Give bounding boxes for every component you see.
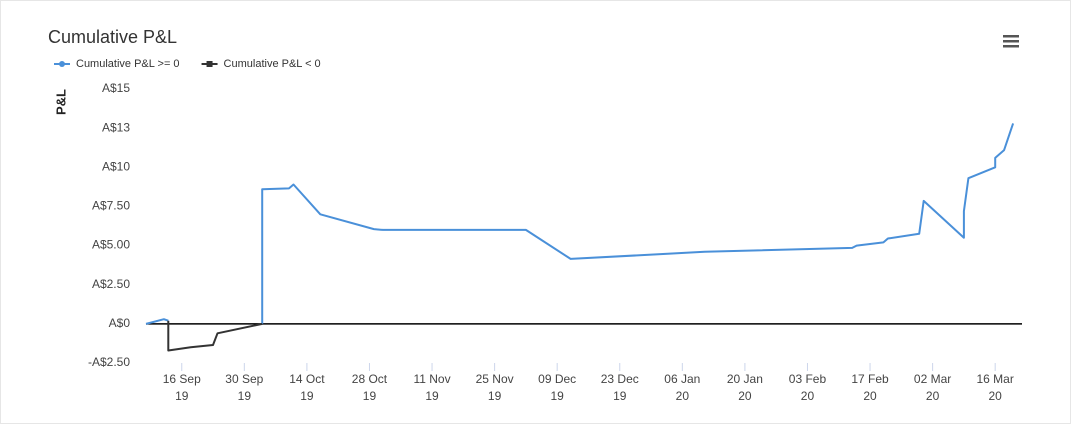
x-tick-label: 23 Dec 19	[601, 372, 639, 403]
legend-label: Cumulative P&L < 0	[224, 58, 321, 70]
x-tick-label-line: 11 Nov	[413, 372, 450, 386]
x-tick-label-line: 19	[300, 389, 314, 403]
x-tick-label: 03 Feb 20	[789, 372, 827, 403]
y-tick-label: A$7.50	[92, 199, 130, 213]
x-tick-label-line: 23 Dec	[601, 372, 639, 386]
x-tick-label: 17 Feb 20	[851, 372, 889, 403]
x-tick-label-line: 16 Mar	[977, 372, 1014, 386]
x-tick-label: 20 Jan 20	[727, 372, 763, 403]
legend-label: Cumulative P&L >= 0	[76, 58, 180, 70]
x-tick-label: 02 Mar 20	[914, 372, 951, 403]
x-tick-label-line: 20	[863, 389, 877, 403]
series-line	[167, 320, 263, 352]
x-tick-label: 14 Oct 19	[289, 372, 325, 403]
x-tick-label-line: 19	[613, 389, 627, 403]
x-tick-label-line: 25 Nov	[476, 372, 514, 386]
y-tick-label: A$10	[102, 159, 130, 173]
x-tick-label-line: 19	[488, 389, 502, 403]
y-tick-label: A$2.50	[92, 277, 130, 291]
x-tick-label-line: 20 Jan	[727, 372, 763, 386]
x-tick-label-line: 19	[425, 389, 439, 403]
x-tick-label: 28 Oct 19	[352, 372, 388, 403]
x-tick-label-line: 19	[238, 389, 252, 403]
x-tick-label-line: 19	[551, 389, 565, 403]
series-line	[145, 123, 1015, 325]
x-tick-label-line: 17 Feb	[851, 372, 889, 386]
x-tick-label: 06 Jan 20	[664, 372, 700, 403]
y-tick-label: -A$2.50	[88, 355, 130, 369]
x-tick-label: 16 Mar 20	[977, 372, 1014, 403]
menu-bar	[1003, 40, 1019, 43]
x-tick-label-line: 19	[175, 389, 189, 403]
x-tick-label-line: 28 Oct	[352, 372, 388, 386]
chart-title: Cumulative P&L	[48, 27, 177, 47]
menu-icon[interactable]	[1003, 35, 1019, 48]
x-tick-label-line: 14 Oct	[289, 372, 325, 386]
x-tick-label-line: 03 Feb	[789, 372, 827, 386]
x-tick-label-line: 20	[801, 389, 815, 403]
x-tick-label: 30 Sep 19	[225, 372, 263, 403]
x-tick-label: 11 Nov 19	[413, 372, 450, 403]
menu-bar	[1003, 45, 1019, 48]
legend-marker	[59, 61, 65, 67]
y-tick-label: A$0	[109, 316, 131, 330]
x-tick-label-line: 30 Sep	[225, 372, 263, 386]
legend-marker	[206, 61, 213, 67]
menu-bar	[1003, 35, 1019, 38]
x-tick-label-line: 20	[989, 389, 1003, 403]
x-tick-label: 16 Sep 19	[163, 372, 201, 403]
x-tick-label-line: 16 Sep	[163, 372, 201, 386]
x-tick-label-line: 06 Jan	[664, 372, 700, 386]
x-tick-label-line: 19	[363, 389, 377, 403]
x-tick-label-line: 20	[738, 389, 752, 403]
y-tick-label: A$5.00	[92, 238, 130, 252]
x-tick-label-line: 02 Mar	[914, 372, 951, 386]
x-tick-label-line: 09 Dec	[538, 372, 576, 386]
x-tick-label-line: 20	[926, 389, 940, 403]
y-axis-title: P&L	[53, 89, 68, 115]
x-tick-label: 09 Dec 19	[538, 372, 576, 403]
x-tick-label-line: 20	[676, 389, 690, 403]
y-tick-label: A$15	[102, 81, 130, 95]
y-tick-label: A$13	[102, 120, 130, 134]
x-tick-label: 25 Nov 19	[476, 372, 514, 403]
